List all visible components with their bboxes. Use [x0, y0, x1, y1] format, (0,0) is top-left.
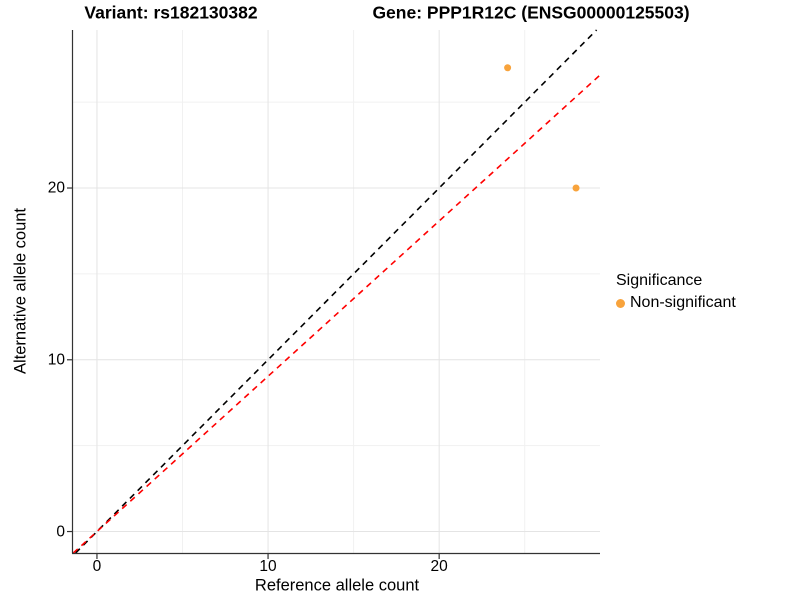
x-axis-label: Reference allele count	[254, 576, 420, 595]
x-tick-label: 10	[259, 558, 277, 575]
expected-ratio-line	[72, 74, 601, 554]
legend-item-label: Non-significant	[630, 294, 736, 311]
reference-lines-layer	[72, 29, 601, 554]
legend-item-non-significant: Non-significant	[616, 294, 736, 312]
data-point	[572, 184, 580, 192]
y-axis-label: Alternative allele count	[11, 207, 30, 375]
y-tick-label: 20	[47, 179, 65, 197]
grid-minor-layer	[73, 30, 600, 553]
legend: Significance Non-significant	[616, 272, 736, 312]
legend-title: Significance	[616, 272, 703, 289]
data-point	[504, 64, 512, 72]
y-tick-label: 0	[56, 522, 65, 540]
grid-major-layer	[73, 30, 600, 553]
axes-layer	[67, 30, 600, 559]
identity-line	[74, 29, 598, 554]
x-tick-label: 20	[430, 558, 448, 575]
x-tick-label: 0	[92, 558, 102, 575]
gene-title: Gene: PPP1R12C (ENSG00000125503)	[372, 2, 690, 23]
y-tick-label: 10	[47, 351, 65, 369]
legend-key-dot-icon	[616, 298, 625, 308]
data-points-layer	[504, 64, 580, 192]
variant-title: Variant: rs182130382	[84, 2, 258, 23]
